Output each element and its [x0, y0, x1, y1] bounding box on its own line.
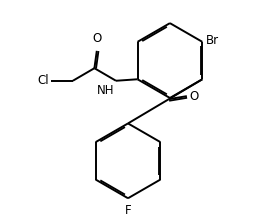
Text: F: F — [125, 204, 131, 217]
Text: NH: NH — [97, 84, 114, 97]
Text: O: O — [92, 32, 101, 45]
Text: Cl: Cl — [37, 74, 49, 87]
Text: O: O — [189, 90, 199, 103]
Text: Br: Br — [206, 34, 219, 47]
